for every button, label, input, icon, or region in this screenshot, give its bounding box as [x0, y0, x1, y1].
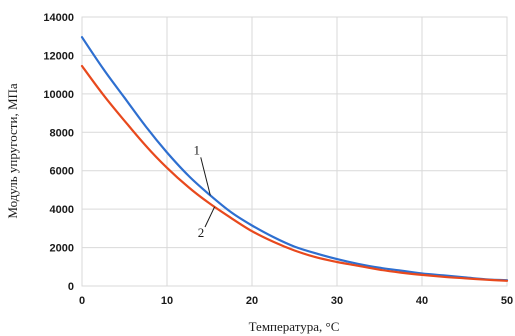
x-tick-label: 50	[501, 295, 513, 307]
x-tick-label: 40	[416, 295, 428, 307]
series-line-2	[80, 64, 509, 282]
series-layer	[80, 36, 509, 282]
series-line-1	[80, 36, 509, 282]
y-tick-label: 10000	[43, 89, 74, 101]
curve-label-1: 1	[194, 142, 201, 157]
y-tick-label: 8000	[50, 127, 74, 139]
x-tick-label: 20	[246, 295, 258, 307]
tick-layer: 0 2000 4000 6000 8000 10000 12000 14000 0 10 20 30 4…	[43, 12, 513, 307]
curve-leader-line-1	[200, 157, 211, 196]
x-tick-label: 0	[79, 295, 85, 307]
y-tick-label: 2000	[50, 243, 74, 255]
y-axis-title: Модуль упругости, МПа	[5, 83, 20, 219]
y-tick-label: 6000	[50, 166, 74, 178]
x-axis-title: Температура, °C	[249, 319, 340, 334]
annotation-layer: 12	[194, 142, 216, 240]
y-tick-label: 0	[68, 281, 74, 293]
y-tick-label: 12000	[43, 50, 74, 62]
x-tick-label: 30	[331, 295, 343, 307]
curve-label-2: 2	[198, 225, 205, 240]
y-tick-label: 4000	[50, 204, 74, 216]
curve-leader-line-2	[204, 206, 216, 228]
grid-layer	[81, 16, 508, 287]
x-tick-label: 10	[161, 295, 173, 307]
y-tick-label: 14000	[43, 12, 74, 24]
